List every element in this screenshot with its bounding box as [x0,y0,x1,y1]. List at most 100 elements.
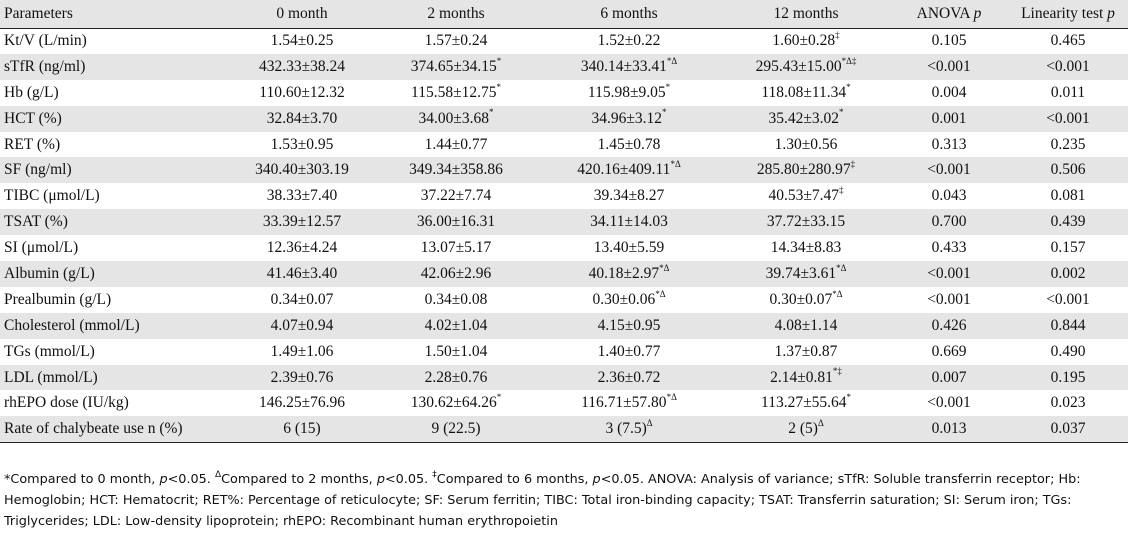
cell-2-months: 34.00±3.68* [376,106,536,132]
cell-parameter-value: Kt/V (L/min) [4,32,87,50]
cell-anova-p: 0.426 [890,313,1008,339]
header-2-months: 2 months [376,0,536,29]
cell-6-months-value: 4.15±0.95 [597,316,661,334]
cell-0-month-value: 33.39±12.57 [262,213,342,231]
significance-mark: *Δ [666,55,678,66]
table-body: Kt/V (L/min) 1.54±0.25 1.57±0.24 1.52±0.22 1… [0,28,1128,443]
cell-0-month-value: 6 (15) [283,420,321,438]
table-row: Rate of chalybeate use n (%) 6 (15) 9 (22.… [0,416,1128,443]
cell-anova-p-value: 0.013 [931,420,967,438]
cell-linearity-p-value: 0.157 [1050,239,1086,257]
cell-2-months: 374.65±34.15* [376,54,536,80]
cell-anova-p-value: 0.004 [931,83,967,101]
cell-2-months: 2.28±0.76 [376,365,536,391]
cell-anova-p: <0.001 [890,287,1008,313]
cell-parameter-value: HCT (%) [4,109,62,127]
cell-0-month-value: 432.33±38.24 [258,57,345,75]
cell-parameter-value: Albumin (g/L) [4,264,95,282]
cell-linearity-p: 0.011 [1008,80,1128,106]
cell-12-months-value: 295.43±15.00 [755,57,842,75]
significance-mark: *Δ [659,262,670,273]
cell-anova-p-value: 0.426 [931,316,967,334]
cell-12-months: 37.72±33.15 [722,209,890,235]
significance-mark: ‡ [839,185,844,196]
footnote-mark-dagger: ‡ [432,469,437,480]
cell-anova-p: 0.007 [890,365,1008,391]
cell-anova-p: 0.433 [890,235,1008,261]
significance-mark: * [846,81,851,92]
cell-2-months-value: 4.02±1.04 [424,316,488,334]
significance-mark: * [839,107,844,118]
cell-parameter: Albumin (g/L) [0,261,228,287]
significance-mark: Δ [646,417,653,428]
cell-0-month: 38.33±7.40 [228,183,376,209]
cell-anova-p: 0.001 [890,106,1008,132]
cell-6-months: 34.96±3.12* [536,106,722,132]
cell-linearity-p-value: <0.001 [1046,290,1090,308]
cell-6-months-value: 0.30±0.06 [592,290,656,308]
header-row: Parameters 0 month 2 months 6 months 12 … [0,0,1128,29]
cell-parameter-value: Hb (g/L) [4,83,59,101]
cell-2-months: 130.62±64.26* [376,390,536,416]
table-row: SI (μmol/L) 12.36±4.24 13.07±5.17 13.40±5.5… [0,235,1128,261]
cell-anova-p-value: 0.105 [931,32,967,50]
cell-anova-p: 0.004 [890,80,1008,106]
cell-parameter-value: Cholesterol (mmol/L) [4,316,140,334]
cell-linearity-p: 0.157 [1008,235,1128,261]
cell-6-months: 420.16±409.11*Δ [536,157,722,183]
cell-0-month-value: 1.54±0.25 [270,32,334,50]
cell-2-months-value: 37.22±7.74 [420,187,492,205]
table-row: TSAT (%) 33.39±12.57 36.00±16.31 34.11±14.0… [0,209,1128,236]
cell-parameter: Cholesterol (mmol/L) [0,313,228,339]
cell-linearity-p-value: <0.001 [1046,57,1090,75]
cell-0-month-value: 146.25±76.96 [258,394,345,412]
table-row: rhEPO dose (IU/kg) 146.25±76.96 130.62±64.… [0,390,1128,416]
table-row: LDL (mmol/L) 2.39±0.76 2.28±0.76 2.36±0.72 2… [0,364,1128,391]
cell-parameter-value: TSAT (%) [4,213,68,231]
cell-0-month: 32.84±3.70 [228,106,376,132]
cell-2-months: 1.50±1.04 [376,339,536,365]
cell-0-month-value: 41.46±3.40 [266,264,338,282]
cell-6-months-value: 1.45±0.78 [597,135,661,153]
cell-6-months: 0.30±0.06*Δ [536,287,722,313]
cell-0-month-value: 1.53±0.95 [270,135,334,153]
cell-6-months-value: 40.18±2.97 [588,264,660,282]
cell-6-months-value: 34.11±14.03 [590,213,668,231]
cell-anova-p: <0.001 [890,390,1008,416]
significance-mark: * [489,107,494,118]
cell-12-months: 39.74±3.61*Δ [722,261,890,287]
cell-anova-p-value: 0.313 [931,135,967,153]
table-row: Cholesterol (mmol/L) 4.07±0.94 4.02±1.04 4.… [0,312,1128,339]
cell-linearity-p-value: 0.195 [1050,368,1086,386]
cell-0-month: 1.49±1.06 [228,339,376,365]
cell-0-month: 4.07±0.94 [228,313,376,339]
cell-2-months-value: 374.65±34.15 [410,57,497,75]
cell-2-months-value: 2.28±0.76 [424,368,488,386]
cell-12-months-value: 0.30±0.07 [769,290,833,308]
cell-12-months-value: 113.27±55.64 [761,394,847,412]
cell-0-month-value: 110.60±12.32 [259,83,345,101]
cell-12-months: 118.08±11.34* [722,80,890,106]
cell-0-month: 432.33±38.24 [228,54,376,80]
cell-2-months-value: 36.00±16.31 [416,213,496,231]
cell-12-months: 4.08±1.14 [722,313,890,339]
header-parameters: Parameters [0,0,228,29]
cell-12-months: 2.14±0.81*‡ [722,365,890,391]
cell-0-month: 146.25±76.96 [228,390,376,416]
cell-6-months: 340.14±33.41*Δ [536,54,722,80]
cell-linearity-p-value: <0.001 [1046,109,1090,127]
cell-6-months: 1.52±0.22 [536,28,722,54]
significance-mark: *‡ [832,366,842,377]
cell-0-month-value: 4.07±0.94 [270,316,334,334]
cell-2-months: 37.22±7.74 [376,183,536,209]
significance-mark: * [662,107,667,118]
table-row: TIBC (μmol/L) 38.33±7.40 37.22±7.74 39.34±8… [0,183,1128,209]
cell-6-months: 39.34±8.27 [536,183,722,209]
cell-linearity-p: 0.506 [1008,157,1128,183]
cell-0-month: 12.36±4.24 [228,235,376,261]
cell-2-months-value: 130.62±64.26 [410,394,497,412]
results-table: Parameters 0 month 2 months 6 months 12 … [0,0,1128,443]
significance-mark: *Δ [670,159,681,170]
cell-0-month: 1.54±0.25 [228,28,376,54]
